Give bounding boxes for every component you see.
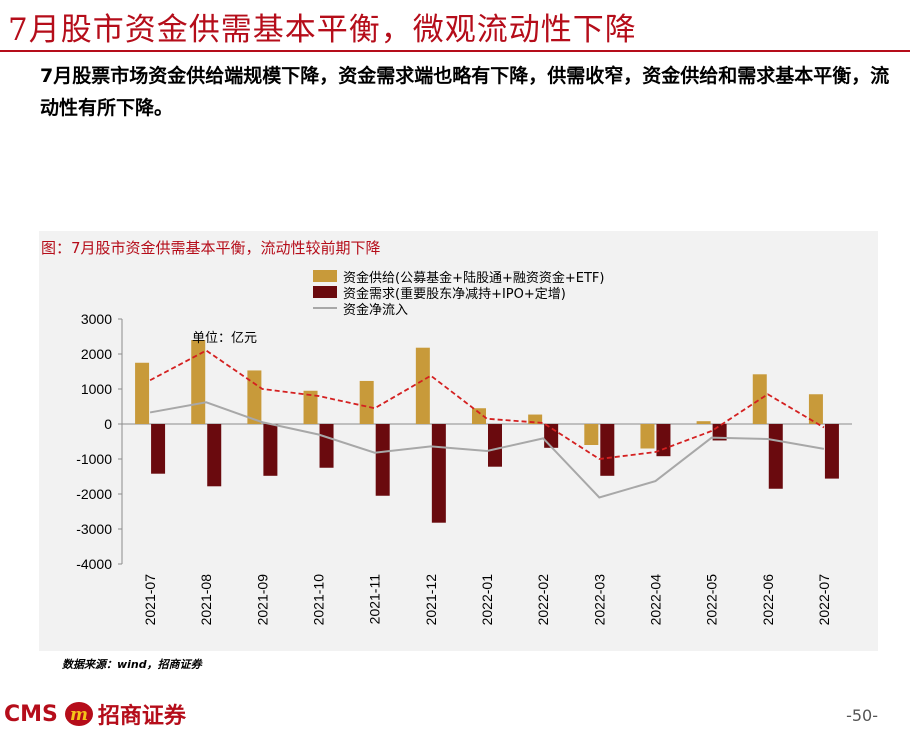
bar-supply-2022-03 (584, 424, 599, 445)
bar-supply-2021-12 (415, 347, 430, 424)
bar-supply-2021-07 (135, 362, 150, 424)
unit-note: 单位：亿元 (192, 331, 257, 346)
x-tick-label-2021-11: 2021-11 (367, 574, 383, 625)
page-subtitle: 7月股票市场资金供给端规模下降，资金需求端也略有下降，供需收窄，资金供给和需求基… (40, 65, 890, 119)
x-tick-label-2022-01: 2022-01 (479, 574, 495, 626)
legend-item-net: 资金净流入 (313, 300, 604, 318)
y-tick-label: -1000 (76, 451, 112, 467)
x-tick-label-2022-07: 2022-07 (816, 574, 832, 626)
legend-item-supply: 资金供给(公募基金+陆股通+融资资金+ETF) (313, 268, 605, 286)
bar-supply-2022-04 (640, 424, 655, 449)
x-tick-label-2022-03: 2022-03 (591, 574, 607, 626)
x-tick-label-2022-06: 2022-06 (760, 574, 776, 626)
bar-supply-2021-10 (303, 390, 318, 424)
page-title: 7月股市资金供需基本平衡，微观流动性下降 (8, 12, 637, 48)
chart-legend: 资金供给(公募基金+陆股通+融资资金+ETF) 资金需求(重要股东净减持+IPO… (313, 268, 605, 318)
y-tick-label: 1000 (81, 381, 112, 397)
x-tick-label-2021-09: 2021-09 (254, 574, 270, 626)
legend-swatch-net (313, 307, 337, 309)
logo-badge-text: m (70, 705, 88, 725)
y-tick-label: 0 (104, 416, 112, 432)
y-tick-label: -3000 (76, 521, 112, 537)
bar-demand-2022-01 (488, 424, 502, 467)
bar-demand-2021-12 (431, 424, 446, 523)
legend-swatch-demand (313, 286, 337, 298)
legend-item-demand: 资金需求(重要股东净减持+IPO+定增) (313, 284, 604, 302)
chart-panel (39, 231, 878, 651)
bar-demand-2022-04 (656, 424, 671, 457)
bar-demand-2021-09 (263, 424, 278, 476)
y-tick-label: -4000 (76, 556, 112, 572)
logo-emblem-icon: m (64, 702, 93, 726)
legend-label-demand: 资金需求(重要股东净减持+IPO+定增) (343, 286, 566, 302)
x-tick-label-2022-05: 2022-05 (704, 574, 720, 626)
bar-supply-2022-01 (472, 408, 486, 424)
bar-demand-2022-03 (600, 424, 615, 476)
bar-demand-2021-11 (375, 424, 390, 496)
legend-label-net: 资金净流入 (343, 302, 409, 318)
y-tick-label: -2000 (76, 486, 112, 502)
line-trend-dashed (149, 349, 825, 460)
y-tick-label: 2000 (81, 346, 112, 362)
bar-demand-2022-07 (824, 424, 839, 479)
logo-text: CMS (4, 701, 58, 727)
y-tick-label: 3000 (81, 311, 112, 327)
bar-demand-2021-07 (151, 424, 166, 474)
line-net-inflow (149, 401, 825, 499)
data-source-note: 数据来源：wind，招商证券 (62, 658, 202, 671)
x-tick-label-2022-02: 2022-02 (535, 574, 551, 626)
bar-supply-2022-05 (696, 421, 711, 424)
bar-supply-2021-11 (359, 380, 374, 424)
bar-demand-2021-10 (319, 424, 334, 468)
logo-chinese-name: 招商证券 (97, 703, 186, 729)
title-divider (0, 50, 910, 52)
x-tick-label-2021-12: 2021-12 (423, 574, 439, 626)
x-tick-label-2021-08: 2021-08 (198, 574, 214, 626)
bar-demand-2022-06 (768, 424, 783, 489)
cms-logo: CMS m 招商证券 (4, 698, 186, 730)
bar-supply-2022-06 (752, 374, 767, 424)
bar-demand-2022-02 (544, 424, 559, 448)
figure-caption: 图：7月股市资金供需基本平衡，流动性较前期下降 (41, 239, 381, 257)
x-tick-label-2021-07: 2021-07 (142, 574, 158, 626)
bar-supply-2022-02 (528, 414, 543, 424)
bar-supply-2022-07 (808, 394, 823, 424)
x-tick-label-2022-04: 2022-04 (647, 574, 663, 626)
x-tick-label-2021-10: 2021-10 (311, 574, 327, 626)
page-number: -50- (846, 706, 878, 725)
legend-label-supply: 资金供给(公募基金+陆股通+融资资金+ETF) (343, 270, 605, 286)
bar-demand-2021-08 (207, 424, 222, 487)
bar-supply-2021-09 (247, 370, 262, 424)
legend-swatch-supply (313, 270, 337, 282)
